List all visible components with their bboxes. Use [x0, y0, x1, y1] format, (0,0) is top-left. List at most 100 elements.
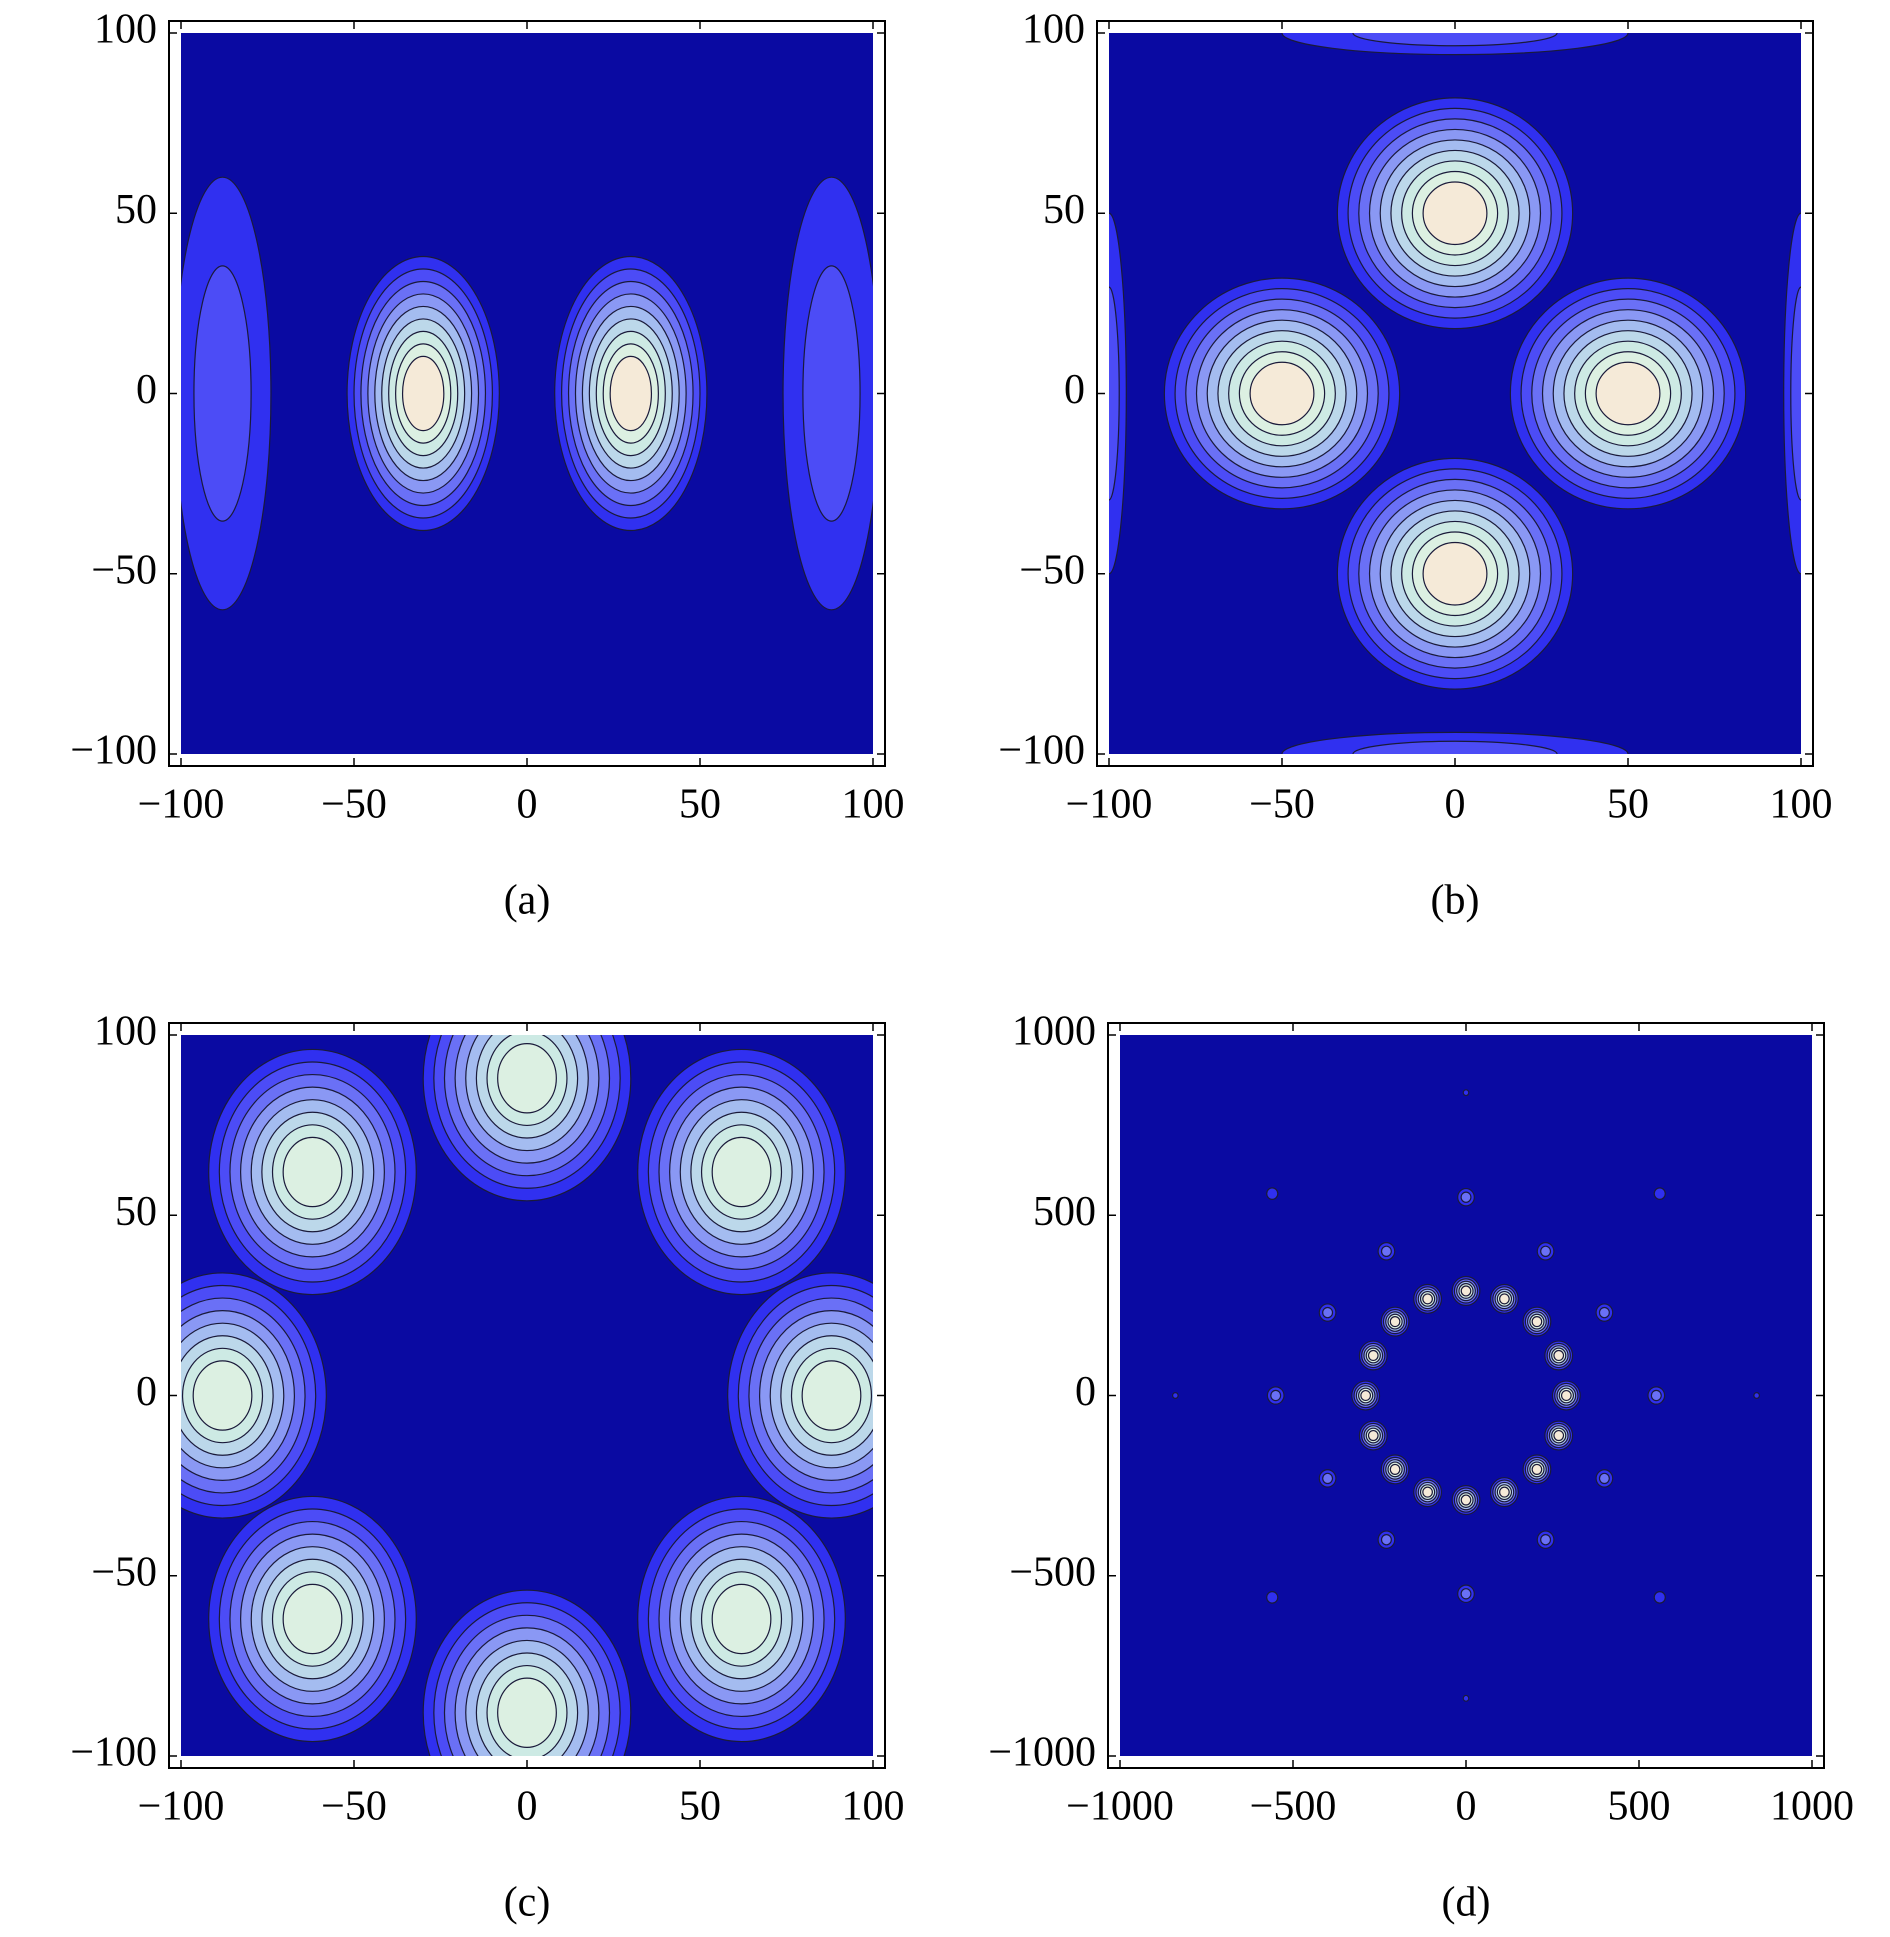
contour-peak — [1457, 1187, 1475, 1207]
y-tick-label: 500 — [1033, 1189, 1096, 1235]
contour-peak — [1318, 1303, 1337, 1322]
contour-peak — [1462, 1089, 1470, 1097]
y-tick-label: 50 — [115, 1189, 157, 1235]
contour-peak — [1462, 1694, 1470, 1702]
contour-peak — [1171, 1392, 1179, 1399]
contour-level — [1352, 740, 1558, 754]
contour-level — [1790, 286, 1801, 501]
y-tick-label: 50 — [1043, 187, 1085, 233]
contour-peak — [1336, 457, 1574, 690]
x-tick-label: 0 — [517, 1784, 538, 1830]
plot-area — [1120, 1035, 1812, 1756]
x-tick-label: −50 — [321, 1784, 387, 1830]
x-tick-label: −1000 — [1066, 1784, 1174, 1830]
contour-peak — [1595, 1303, 1614, 1322]
contour-peak — [1163, 277, 1401, 510]
panel: −100 −50 0 50 100 −100 −50 0 50 100 (b) — [998, 7, 1832, 924]
contour-level — [1322, 1472, 1334, 1485]
contour-level — [1266, 1187, 1279, 1200]
contour-level — [1422, 1293, 1433, 1305]
contour-peak — [1377, 1242, 1396, 1261]
contour-level — [497, 1043, 557, 1114]
contour-level — [1653, 1187, 1666, 1200]
contour-level — [1499, 1486, 1510, 1498]
contour-peak — [1522, 1306, 1552, 1337]
contour-peak — [637, 1048, 846, 1296]
contour-level — [1653, 1591, 1666, 1604]
contour-peak — [1536, 1242, 1555, 1261]
y-tick-label: −100 — [70, 1730, 157, 1776]
contour-peak — [422, 1589, 632, 1756]
contour-level — [1389, 1463, 1401, 1475]
contour-level — [1171, 1392, 1179, 1399]
contour-peak — [1489, 1477, 1519, 1508]
contour-peak — [1266, 1591, 1279, 1604]
contour-level — [711, 1583, 772, 1655]
caption: (b) — [1431, 878, 1480, 924]
background-level — [1120, 1035, 1812, 1756]
contour-level — [401, 355, 445, 432]
contour-peak — [1281, 33, 1629, 56]
contour-level — [1249, 361, 1315, 426]
contour-level — [1753, 1392, 1761, 1399]
contour-peak — [1451, 1275, 1481, 1306]
contour-peak — [1109, 212, 1127, 575]
contour-peak — [782, 176, 873, 611]
contour-level — [1422, 181, 1488, 246]
contour-peak — [1266, 1187, 1279, 1200]
contour-level — [192, 1360, 253, 1431]
y-tick-label: 0 — [1064, 367, 1085, 413]
contour-peak — [1783, 212, 1801, 575]
contour-level — [1380, 1245, 1392, 1258]
contour-level — [1553, 1349, 1565, 1362]
y-tick-label: 1000 — [1012, 1009, 1096, 1055]
contour-peak — [1413, 1477, 1443, 1508]
y-tick-label: −1000 — [988, 1730, 1096, 1776]
x-tick-label: 50 — [679, 1784, 721, 1830]
contour-level — [1352, 33, 1558, 47]
contour-level — [1380, 1533, 1392, 1546]
caption: (a) — [504, 878, 551, 924]
y-tick-label: 100 — [94, 7, 157, 53]
y-tick-label: −50 — [91, 1549, 157, 1595]
contour-level — [1422, 1486, 1433, 1498]
contour-peak — [1536, 1530, 1555, 1549]
contour-level — [282, 1136, 343, 1208]
contour-level — [193, 265, 252, 522]
contour-peak — [727, 1272, 873, 1519]
contour-peak — [1551, 1380, 1581, 1411]
y-tick-label: −500 — [1009, 1549, 1096, 1595]
contour-level — [1540, 1245, 1552, 1258]
contour-peak — [1509, 277, 1747, 510]
contour-peak — [208, 1048, 417, 1296]
contour-peak — [1595, 1469, 1614, 1488]
x-tick-label: 500 — [1608, 1784, 1671, 1830]
contour-level — [1531, 1463, 1543, 1475]
contour-peak — [1380, 1306, 1410, 1337]
background-level — [181, 33, 873, 754]
contour-peak — [422, 1035, 632, 1202]
contour-level — [1499, 1293, 1510, 1305]
contour-peak — [181, 1272, 327, 1519]
panel: −1000 −500 0 500 1000 −1000 −500 0 500 1000 (d) — [988, 1009, 1854, 1926]
contour-peak — [1653, 1187, 1666, 1200]
plot-area — [181, 33, 873, 754]
contour-peak — [1413, 1283, 1443, 1314]
x-tick-label: 0 — [517, 782, 538, 828]
x-tick-label: −500 — [1250, 1784, 1337, 1830]
contour-level — [1460, 1191, 1472, 1203]
y-tick-label: −50 — [1019, 547, 1085, 593]
contour-peak — [1318, 1469, 1337, 1488]
contour-peak — [208, 1495, 417, 1743]
contour-level — [1650, 1389, 1662, 1402]
contour-level — [801, 1360, 862, 1431]
contour-peak — [1281, 731, 1629, 754]
x-tick-label: 100 — [842, 1784, 905, 1830]
contour-level — [1460, 1588, 1472, 1600]
panel: −100 −50 0 50 100 −100 −50 0 50 100 (a) — [70, 7, 904, 924]
contour-level — [1598, 1472, 1610, 1485]
contour-level — [497, 1677, 557, 1748]
contour-level — [1109, 286, 1120, 501]
contour-level — [1367, 1429, 1379, 1442]
contour-peak — [1377, 1530, 1396, 1549]
